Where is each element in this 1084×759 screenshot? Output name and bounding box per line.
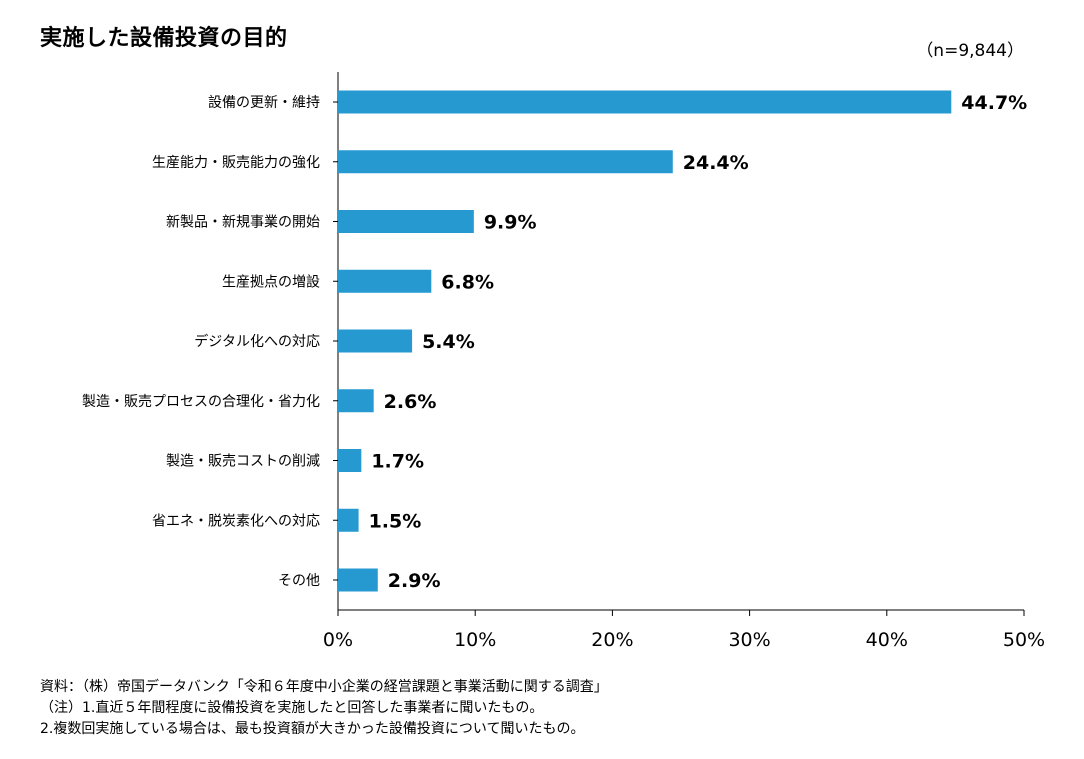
x-tick-label: 0%	[323, 629, 353, 651]
bar	[338, 90, 952, 114]
bar	[338, 269, 432, 293]
data-label: 24.4%	[683, 152, 749, 174]
data-label: 1.7%	[371, 451, 424, 473]
x-tick-label: 20%	[591, 629, 633, 651]
category-label: その他	[278, 573, 320, 589]
note-1: （注）1.直近５年間程度に設備投資を実施したと回答した事業者に聞いたもの。	[40, 700, 544, 716]
category-label: 生産能力・販売能力の強化	[152, 155, 320, 171]
source-note: 資料：（株）帝国データバンク「令和６年度中小企業の経営課題と事業活動に関する調査…	[40, 679, 608, 695]
data-label: 5.4%	[422, 331, 475, 353]
bar	[338, 150, 673, 174]
data-label: 44.7%	[961, 92, 1027, 114]
bar	[338, 508, 359, 532]
note-2: 2.複数回実施している場合は、最も投資額が大きかった設備投資について聞いたもの。	[40, 721, 585, 737]
category-label: 省エネ・脱炭素化への対応	[152, 513, 320, 529]
data-label: 2.6%	[384, 391, 437, 413]
x-tick-label: 30%	[728, 629, 770, 651]
category-label: 製造・販売コストの削減	[166, 453, 320, 470]
data-label: 2.9%	[388, 570, 441, 592]
bar-chart: 0% 10% 20% 30% 40% 50% 設備の更新・維持 44.7% 生産能力・販売能力の…	[82, 72, 1045, 651]
bar	[338, 568, 378, 592]
data-label: 6.8%	[441, 271, 494, 293]
bar	[338, 210, 474, 233]
category-label: 新製品・新規事業の開始	[166, 215, 320, 231]
category-label: 設備の更新・維持	[208, 95, 320, 111]
category-label: 生産拠点の増設	[222, 274, 320, 290]
bar	[338, 389, 374, 413]
sample-size-label: （n=9,844）	[916, 41, 1024, 61]
x-tick-label: 10%	[454, 629, 496, 651]
footer-notes: 資料：（株）帝国データバンク「令和６年度中小企業の経営課題と事業活動に関する調査…	[40, 677, 608, 740]
data-label: 9.9%	[484, 212, 537, 234]
bar	[338, 449, 362, 472]
chart-title: 実施した設備投資の目的	[40, 26, 288, 51]
category-label: デジタル化への対応	[194, 333, 320, 350]
category-label: 製造・販売プロセスの合理化・省力化	[82, 394, 320, 410]
bar	[338, 329, 413, 353]
x-tick-label: 50%	[1003, 629, 1045, 651]
data-label: 1.5%	[369, 510, 422, 532]
x-tick-label: 40%	[866, 629, 908, 651]
